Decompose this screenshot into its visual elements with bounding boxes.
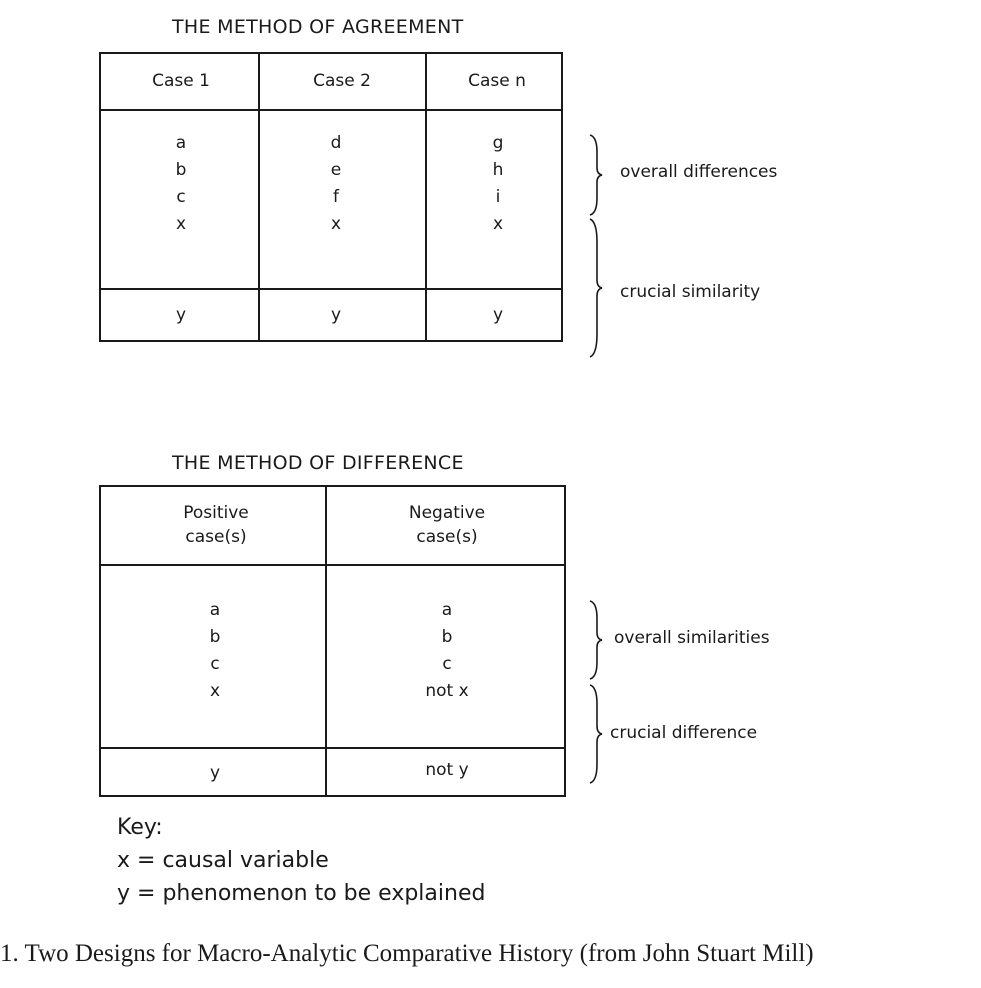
key-item-y: y = phenomenon to be explained: [117, 881, 486, 906]
difference-header-positive: Positive case(s): [183, 503, 249, 547]
difference-pos-r4: x: [209, 681, 221, 701]
agreement-c3-r1: g: [492, 133, 504, 153]
agreement-col-divider-2: [425, 54, 427, 340]
difference-outcome-positive: y: [209, 763, 221, 783]
agreement-c2-r2: e: [330, 160, 342, 180]
difference-brace-top: [589, 600, 603, 680]
agreement-brace-label-differences: overall differences: [620, 162, 778, 182]
key-heading: Key:: [117, 815, 163, 840]
agreement-outcome-1: y: [175, 305, 187, 325]
difference-table: Positive case(s) Negative case(s) a b c …: [99, 485, 566, 797]
difference-pos-r1: a: [209, 600, 221, 620]
agreement-outcome-2: y: [330, 305, 342, 325]
agreement-outcome-n: y: [492, 305, 504, 325]
difference-neg-r4: not x: [425, 681, 469, 701]
difference-outcome-divider: [101, 747, 564, 749]
difference-neg-r2: b: [441, 627, 453, 647]
agreement-c1-r2: b: [175, 160, 187, 180]
agreement-c1-r1: a: [175, 133, 187, 153]
difference-pos-r3: c: [210, 654, 220, 674]
difference-brace-label-difference: crucial difference: [610, 723, 758, 743]
difference-header-divider: [101, 564, 564, 566]
agreement-title: THE METHOD OF AGREEMENT: [172, 16, 464, 38]
difference-outcome-negative: not y: [425, 760, 469, 780]
agreement-c2-r1: d: [330, 133, 342, 153]
agreement-c1-r3: c: [176, 187, 186, 207]
agreement-table: Case 1 Case 2 Case n a b c x d e f x g h…: [99, 52, 563, 342]
agreement-c2-r3: f: [333, 187, 339, 207]
difference-header-negative: Negative case(s): [408, 503, 486, 547]
difference-pos-r2: b: [209, 627, 221, 647]
agreement-c3-r3: i: [495, 187, 501, 207]
agreement-header-case-1: Case 1: [152, 71, 210, 91]
agreement-col-divider-1: [258, 54, 260, 340]
difference-title: THE METHOD OF DIFFERENCE: [172, 452, 464, 474]
agreement-c3-r2: h: [492, 160, 504, 180]
difference-neg-r1: a: [441, 600, 453, 620]
agreement-c3-r4: x: [492, 214, 504, 234]
difference-col-divider: [325, 487, 327, 795]
agreement-header-case-n: Case n: [468, 71, 526, 91]
agreement-c2-r4: x: [330, 214, 342, 234]
figure-caption: 1. Two Designs for Macro-Analytic Compar…: [0, 940, 814, 967]
difference-brace-bottom: [589, 684, 603, 784]
agreement-header-divider: [101, 109, 561, 111]
agreement-brace-top: [589, 134, 603, 216]
agreement-brace-label-similarity: crucial similarity: [620, 282, 761, 302]
agreement-c1-r4: x: [175, 214, 187, 234]
agreement-header-case-2: Case 2: [313, 71, 371, 91]
difference-neg-r3: c: [442, 654, 452, 674]
agreement-brace-bottom: [589, 218, 603, 358]
key-item-x: x = causal variable: [117, 848, 329, 873]
agreement-outcome-divider: [101, 288, 561, 290]
difference-brace-label-similarities: overall similarities: [614, 628, 770, 648]
